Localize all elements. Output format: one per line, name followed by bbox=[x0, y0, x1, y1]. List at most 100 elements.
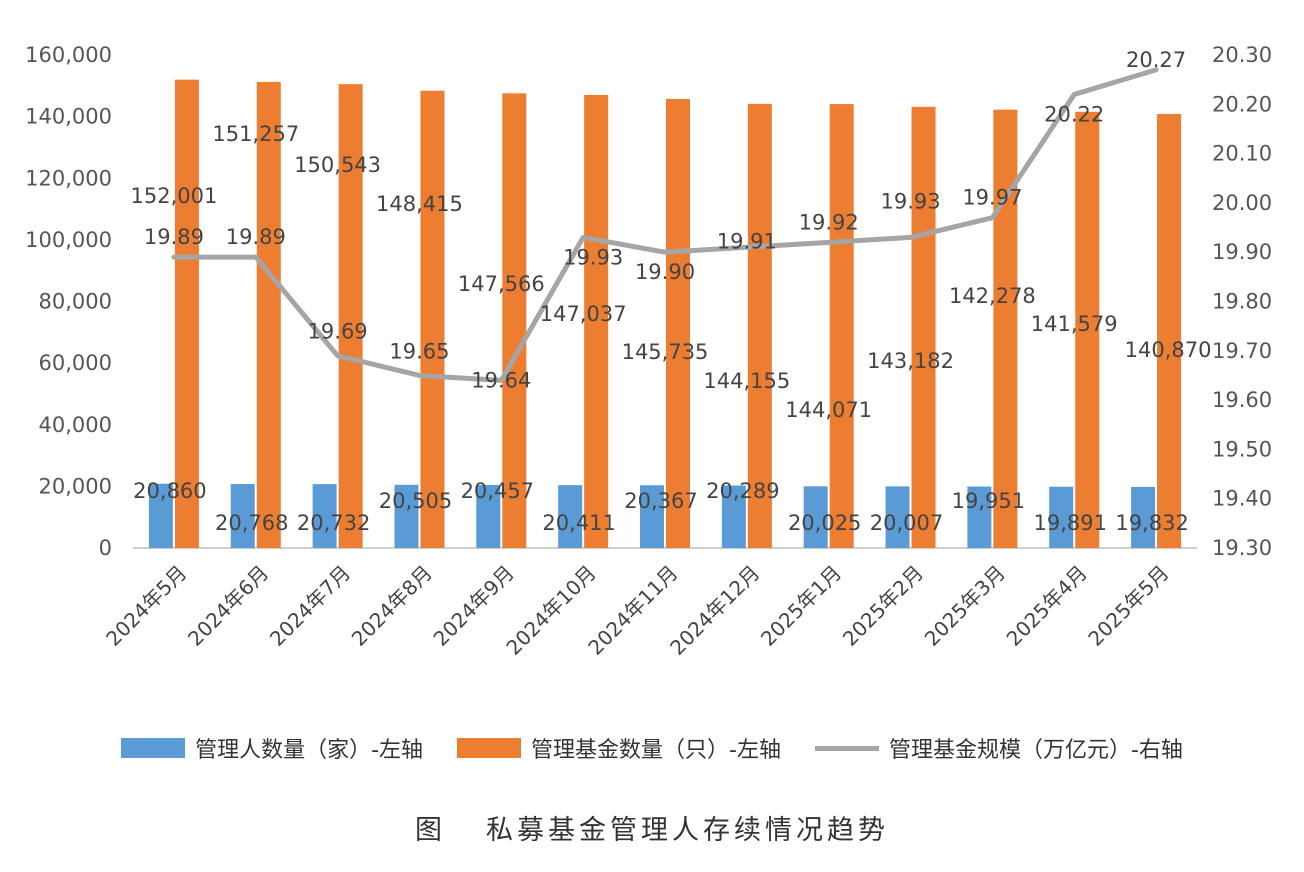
bar-funds bbox=[829, 104, 854, 548]
line-series bbox=[171, 67, 1159, 383]
bar-managers bbox=[1131, 486, 1156, 548]
left-axis-tick-label: 20,000 bbox=[39, 474, 112, 498]
bar-managers bbox=[1049, 486, 1074, 548]
legend-item-funds: 管理基金数量（只）-左轴 bbox=[457, 732, 781, 764]
right-axis-tick-label: 19.70 bbox=[1212, 339, 1272, 363]
bar-managers bbox=[558, 485, 583, 548]
bar-funds bbox=[911, 106, 936, 548]
right-axis-tick-label: 19.30 bbox=[1212, 536, 1272, 560]
data-label-funds: 150,543 bbox=[294, 153, 381, 177]
bar-funds bbox=[256, 81, 281, 549]
data-label-managers: 20,025 bbox=[788, 511, 861, 535]
chart-canvas: 0 20,000 40,000 60,000 80,000 100,000 120,000 1… bbox=[25, 43, 1272, 660]
legend-item-scale: 管理基金规模（万亿元）-右轴 bbox=[814, 732, 1183, 764]
bar-funds bbox=[502, 93, 527, 549]
left-axis-tick-label: 140,000 bbox=[25, 105, 112, 129]
data-label-managers: 19,951 bbox=[952, 489, 1025, 513]
data-label-funds: 152,001 bbox=[131, 184, 218, 208]
bar-managers bbox=[394, 484, 419, 548]
data-label-managers: 20,732 bbox=[297, 511, 370, 535]
data-label-managers: 20,768 bbox=[215, 511, 288, 535]
left-axis-tick-label: 40,000 bbox=[39, 413, 112, 437]
bar-managers bbox=[230, 484, 255, 548]
data-label-scale: 19.64 bbox=[471, 368, 531, 392]
x-axis-tick-label: 2024年9月 bbox=[429, 561, 519, 651]
data-label-funds: 141,579 bbox=[1031, 312, 1118, 336]
legend-item-managers: 管理人数量（家）-左轴 bbox=[121, 732, 423, 764]
right-axis-tick-label: 19.60 bbox=[1212, 388, 1272, 412]
data-label-funds: 148,415 bbox=[376, 192, 463, 216]
x-axis-tick-label: 2025年4月 bbox=[1002, 561, 1092, 651]
x-axis-tick-label: 2025年2月 bbox=[838, 561, 928, 651]
right-axis-tick-label: 20.30 bbox=[1212, 43, 1272, 67]
data-label-managers: 19,891 bbox=[1033, 511, 1106, 535]
data-label-scale: 19.69 bbox=[308, 320, 368, 344]
x-axis-tick-label: 2024年8月 bbox=[347, 561, 437, 651]
bar-funds bbox=[747, 103, 772, 549]
right-axis-tick-label: 20.00 bbox=[1212, 191, 1272, 215]
data-label-managers: 20,505 bbox=[379, 489, 452, 513]
data-label-managers: 20,457 bbox=[461, 479, 534, 503]
bar-funds bbox=[420, 90, 445, 548]
legend-label-scale: 管理基金规模（万亿元）-右轴 bbox=[888, 738, 1183, 763]
left-axis-tick-label: 80,000 bbox=[39, 290, 112, 314]
right-axis-tick-label: 20.20 bbox=[1212, 92, 1272, 116]
left-axis-tick-label: 0 bbox=[99, 536, 112, 560]
data-label-managers: 20,860 bbox=[133, 479, 206, 503]
data-label-scale: 20.27 bbox=[1126, 48, 1186, 72]
bar-funds bbox=[993, 109, 1018, 549]
data-label-funds: 143,182 bbox=[867, 349, 954, 373]
data-label-funds: 145,735 bbox=[622, 340, 709, 364]
data-label-managers: 20,411 bbox=[542, 511, 615, 535]
x-axis-tick-label: 2025年5月 bbox=[1083, 561, 1173, 651]
data-labels: 20,860 20,768 20,732 20,505 20,457 20,411 20,3… bbox=[131, 48, 1212, 535]
data-label-funds: 144,155 bbox=[703, 369, 790, 393]
data-label-funds: 151,257 bbox=[212, 122, 299, 146]
bar-funds bbox=[1075, 111, 1100, 548]
data-label-funds: 147,566 bbox=[458, 272, 545, 296]
right-axis-tick-label: 19.80 bbox=[1212, 290, 1272, 314]
left-axis-tick-label: 100,000 bbox=[25, 228, 112, 252]
legend-label-funds: 管理基金数量（只）-左轴 bbox=[531, 738, 781, 763]
bar-managers bbox=[312, 484, 337, 548]
legend-label-managers: 管理人数量（家）-左轴 bbox=[195, 738, 424, 763]
data-label-managers: 20,289 bbox=[706, 479, 779, 503]
data-label-funds: 142,278 bbox=[949, 284, 1036, 308]
bar-managers bbox=[885, 486, 910, 548]
data-label-scale: 20.22 bbox=[1044, 102, 1104, 126]
bar-managers bbox=[967, 486, 992, 548]
data-label-managers: 20,007 bbox=[870, 511, 943, 535]
left-axis-tick-label: 60,000 bbox=[39, 351, 112, 375]
figure-title: 私募基金管理人存续情况趋势 bbox=[486, 815, 889, 846]
bar-funds bbox=[666, 98, 690, 548]
data-label-funds: 147,037 bbox=[540, 302, 627, 326]
right-axis-tick-label: 19.40 bbox=[1212, 487, 1272, 511]
bar-series bbox=[148, 79, 1182, 549]
left-y-axis: 0 20,000 40,000 60,000 80,000 100,000 120,000 1… bbox=[25, 43, 112, 560]
left-axis-tick-label: 120,000 bbox=[25, 166, 112, 190]
legend-swatch-managers bbox=[121, 738, 186, 758]
data-label-scale: 19.97 bbox=[962, 186, 1022, 210]
figure-label: 图 bbox=[415, 815, 446, 846]
bar-managers bbox=[148, 483, 173, 548]
data-label-scale: 19.89 bbox=[144, 225, 204, 249]
data-label-managers: 19,832 bbox=[1115, 511, 1188, 535]
data-label-scale: 19.91 bbox=[717, 229, 777, 253]
right-axis-tick-label: 19.50 bbox=[1212, 437, 1272, 461]
bar-managers bbox=[721, 485, 746, 548]
line-scale bbox=[171, 67, 1159, 383]
bar-funds bbox=[174, 79, 199, 549]
bar-managers bbox=[476, 484, 501, 548]
left-axis-tick-label: 160,000 bbox=[25, 43, 112, 67]
data-label-funds: 140,870 bbox=[1125, 338, 1212, 362]
legend-swatch-scale bbox=[814, 745, 879, 751]
right-axis-tick-label: 20.10 bbox=[1212, 142, 1272, 166]
x-axis-tick-label: 2025年1月 bbox=[756, 561, 846, 651]
right-y-axis: 19.30 19.40 19.50 19.60 19.70 19.80 19.90 20.00… bbox=[1212, 43, 1272, 560]
data-label-scale: 19.93 bbox=[880, 189, 940, 213]
data-label-scale: 19.93 bbox=[563, 245, 623, 269]
data-label-funds: 144,071 bbox=[785, 398, 872, 422]
legend: 管理人数量（家）-左轴 管理基金数量（只）-左轴 管理基金规模（万亿元）-右轴 bbox=[0, 728, 1304, 768]
bar-managers bbox=[640, 485, 664, 548]
x-axis-tick-label: 2024年5月 bbox=[101, 561, 191, 651]
